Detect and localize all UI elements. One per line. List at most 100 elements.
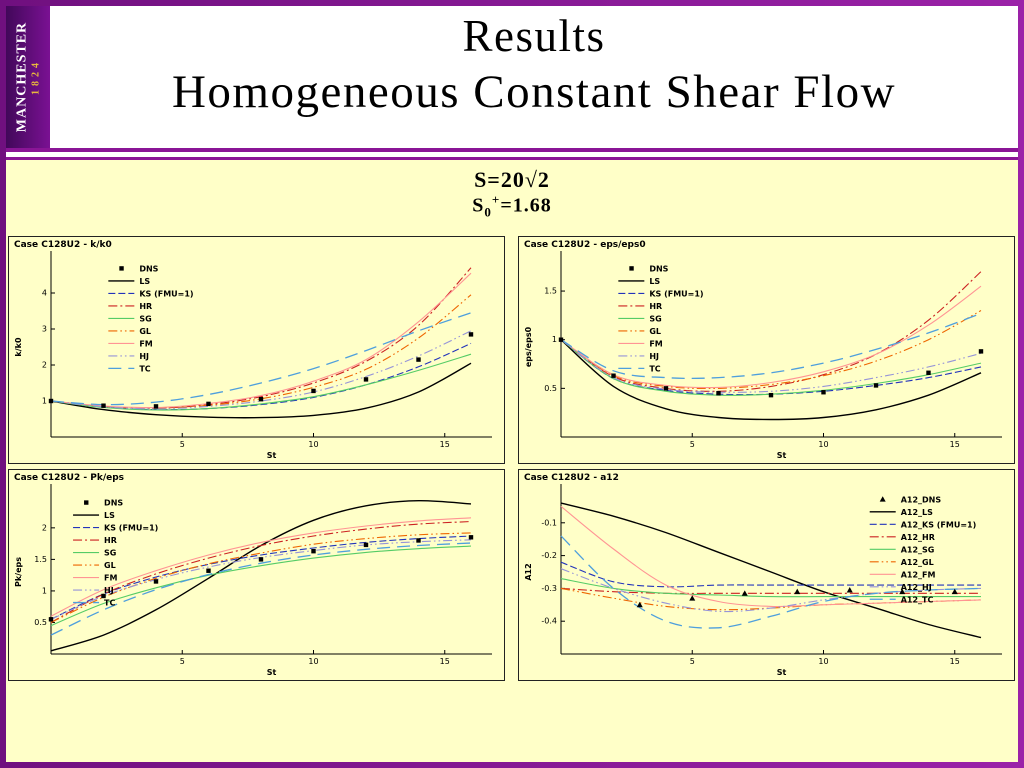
svg-text:HR: HR	[139, 302, 152, 311]
svg-text:10: 10	[308, 440, 318, 449]
logo-year: 1824	[30, 59, 42, 95]
scatter-markers	[48, 535, 474, 622]
svg-text:LS: LS	[139, 277, 150, 286]
svg-text:10: 10	[818, 657, 828, 666]
initial-shear-parameter: S0+=1.68	[6, 191, 1018, 220]
svg-text:Pk/eps: Pk/eps	[14, 557, 23, 587]
param-base: S	[472, 194, 485, 217]
svg-text:2: 2	[42, 523, 47, 532]
svg-text:A12_GL: A12_GL	[901, 558, 934, 567]
axes	[560, 251, 1002, 438]
svg-text:HJ: HJ	[139, 352, 149, 361]
scatter-markers	[636, 587, 958, 608]
svg-text:A12: A12	[524, 563, 533, 580]
shear-rate-value: S=20√2	[474, 167, 550, 192]
svg-text:SG: SG	[649, 314, 661, 323]
svg-text:HR: HR	[104, 536, 117, 545]
svg-text:0.5: 0.5	[34, 618, 47, 627]
param-superscript: +	[491, 191, 501, 207]
svg-text:15: 15	[440, 657, 450, 666]
chart-canvas: 5 10 15 0.5 1 1.5 St eps/eps0 DNS LS KS (FMU=1) HR S…	[524, 251, 1002, 460]
svg-text:eps/eps0: eps/eps0	[524, 326, 533, 367]
svg-text:HJ: HJ	[649, 352, 659, 361]
svg-text:GL: GL	[139, 327, 151, 336]
svg-text:3: 3	[42, 325, 47, 334]
svg-text:FM: FM	[649, 339, 662, 348]
chart-panel-title: Case C128U2 - Pk/eps	[14, 473, 125, 483]
svg-text:A12_KS (FMU=1): A12_KS (FMU=1)	[901, 520, 977, 529]
svg-text:TC: TC	[649, 364, 660, 373]
svg-text:1: 1	[552, 335, 557, 344]
charts-grid: Case C128U2 - k/k0 5 10 15 1 2 3 4 St k/k0 DNS LS K…	[8, 236, 1015, 681]
svg-text:HR: HR	[649, 302, 662, 311]
parameters-block: S=20√2 S0+=1.68	[6, 167, 1018, 220]
svg-text:A12_DNS: A12_DNS	[901, 495, 942, 504]
svg-text:FM: FM	[139, 339, 152, 348]
chart-canvas: 5 10 15 1 2 3 4 St k/k0 DNS LS KS (FMU=1) HR SG GL FM HJ…	[14, 251, 492, 460]
svg-text:SG: SG	[104, 549, 116, 558]
slide-inner: MANCHESTER 1824 Results Homogeneous Cons…	[6, 6, 1018, 762]
series-lines	[50, 267, 472, 419]
manchester-logo: MANCHESTER 1824	[6, 6, 50, 148]
chart-panel-k-k0: Case C128U2 - k/k0 5 10 15 1 2 3 4 St k/k0 DNS LS K…	[8, 236, 505, 464]
svg-text:FM: FM	[104, 574, 117, 583]
svg-text:5: 5	[690, 440, 695, 449]
svg-text:-0.1: -0.1	[541, 518, 557, 527]
chart-panel-pk-eps: Case C128U2 - Pk/eps 5 10 15 0.5 1 1.5 2 St Pk/e…	[8, 469, 505, 681]
legend: DNS LS KS (FMU=1) HR SG GL FM HJ TC	[108, 264, 194, 373]
title-divider	[6, 148, 1018, 160]
svg-text:A12_FM: A12_FM	[901, 570, 936, 579]
legend: DNS LS KS (FMU=1) HR SG GL FM HJ TC	[73, 499, 158, 608]
axes	[50, 251, 492, 438]
svg-text:A12_HR: A12_HR	[901, 533, 935, 542]
svg-text:TC: TC	[139, 364, 150, 373]
svg-text:St: St	[267, 668, 277, 677]
svg-text:DNS: DNS	[649, 264, 668, 273]
svg-text:KS (FMU=1): KS (FMU=1)	[139, 289, 193, 298]
svg-text:k/k0: k/k0	[14, 337, 23, 357]
svg-text:St: St	[267, 451, 277, 460]
svg-text:DNS: DNS	[139, 264, 158, 273]
chart-panel-title: Case C128U2 - eps/eps0	[524, 240, 646, 250]
svg-text:15: 15	[950, 440, 960, 449]
svg-text:2: 2	[42, 361, 47, 370]
manchester-logo-text: MANCHESTER 1824	[15, 7, 42, 147]
chart-canvas: 5 10 15-0.4-0.3-0.2-0.1StA12A12_DNSA12_LSA…	[524, 484, 1002, 677]
chart-panel-title: Case C128U2 - k/k0	[14, 240, 112, 250]
svg-text:5: 5	[180, 440, 185, 449]
chart-panel-eps-eps0: Case C128U2 - eps/eps0 5 10 15 0.5 1 1.5 St eps…	[518, 236, 1015, 464]
title-block: Results Homogeneous Constant Shear Flow	[50, 6, 1018, 148]
svg-text:A12_SG: A12_SG	[901, 545, 935, 554]
series-lines	[560, 271, 982, 421]
svg-text:TC: TC	[104, 599, 115, 608]
chart-panel-title: Case C128U2 - a12	[524, 473, 619, 483]
svg-text:1: 1	[42, 397, 47, 406]
svg-text:-0.2: -0.2	[541, 551, 557, 560]
svg-text:A12_TC: A12_TC	[901, 595, 934, 604]
chart-panel-a12: Case C128U2 - a12 5 10 15 -0.4 -0.3 -0.2 -0.1 S…	[518, 469, 1015, 681]
svg-text:KS (FMU=1): KS (FMU=1)	[104, 524, 158, 533]
svg-text:HJ: HJ	[104, 586, 114, 595]
legend: A12_DNS A12_LS A12_KS (FMU=1) A12_HR A12_SG A…	[869, 495, 977, 604]
svg-text:1.5: 1.5	[544, 287, 557, 296]
series-lines	[560, 502, 982, 639]
slide-title: Results	[462, 11, 606, 61]
svg-text:KS (FMU=1): KS (FMU=1)	[649, 289, 703, 298]
svg-text:A12_HJ: A12_HJ	[901, 583, 932, 592]
svg-text:SG: SG	[139, 314, 151, 323]
logo-name: MANCHESTER	[14, 21, 30, 133]
svg-text:St: St	[777, 668, 787, 677]
svg-text:LS: LS	[104, 511, 115, 520]
svg-text:DNS: DNS	[104, 499, 123, 508]
param-subscript: 0	[484, 204, 492, 220]
top-banner: MANCHESTER 1824 Results Homogeneous Cons…	[6, 6, 1018, 148]
svg-text:0.5: 0.5	[544, 384, 557, 393]
svg-text:10: 10	[818, 440, 828, 449]
svg-text:4: 4	[42, 289, 47, 298]
scatter-markers	[48, 332, 474, 409]
svg-text:-0.4: -0.4	[541, 617, 557, 626]
svg-text:GL: GL	[649, 327, 661, 336]
svg-text:St: St	[777, 451, 787, 460]
axes	[50, 484, 492, 655]
